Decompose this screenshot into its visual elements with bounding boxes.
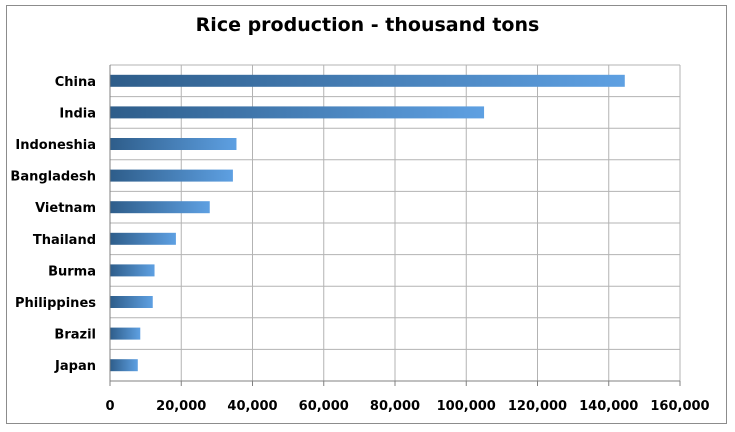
x-tick-label: 60,000 bbox=[299, 399, 349, 414]
x-tick-label: 100,000 bbox=[437, 399, 496, 414]
x-tick-label: 20,000 bbox=[156, 399, 206, 414]
category-label-japan: Japan bbox=[54, 359, 96, 374]
bar-philippines bbox=[110, 296, 153, 308]
category-label-india: India bbox=[59, 106, 96, 121]
category-label-bangladesh: Bangladesh bbox=[10, 170, 96, 185]
category-label-indoneshia: Indoneshia bbox=[15, 138, 96, 153]
bar-thailand bbox=[110, 232, 176, 245]
category-label-burma: Burma bbox=[48, 264, 96, 279]
bar-china bbox=[110, 74, 625, 87]
x-tick-label: 120,000 bbox=[508, 399, 567, 414]
labels: China India Indoneshia Bangladesh Vietnam Tha… bbox=[10, 75, 709, 414]
category-label-brazil: Brazil bbox=[54, 328, 96, 343]
chart-title: Rice production - thousand tons bbox=[195, 14, 540, 36]
category-label-thailand: Thailand bbox=[33, 233, 96, 248]
x-tick-label: 80,000 bbox=[370, 399, 420, 414]
category-label-china: China bbox=[55, 75, 96, 90]
category-label-philippines: Philippines bbox=[15, 296, 96, 311]
category-label-vietnam: Vietnam bbox=[35, 201, 96, 216]
bar-bangladesh bbox=[110, 169, 233, 182]
bar-indoneshia bbox=[110, 138, 237, 150]
bar-vietnam bbox=[110, 201, 210, 214]
axes bbox=[109, 65, 681, 386]
bar-brazil bbox=[110, 327, 141, 340]
x-tick-label: 140,000 bbox=[579, 399, 638, 414]
bar-burma bbox=[110, 264, 155, 277]
bars bbox=[110, 74, 625, 372]
x-tick-label: 40,000 bbox=[227, 399, 277, 414]
bar-japan bbox=[110, 359, 138, 372]
x-tick-label: 160,000 bbox=[650, 399, 709, 414]
bar-india bbox=[110, 106, 485, 119]
x-tick-label: 0 bbox=[105, 399, 114, 414]
